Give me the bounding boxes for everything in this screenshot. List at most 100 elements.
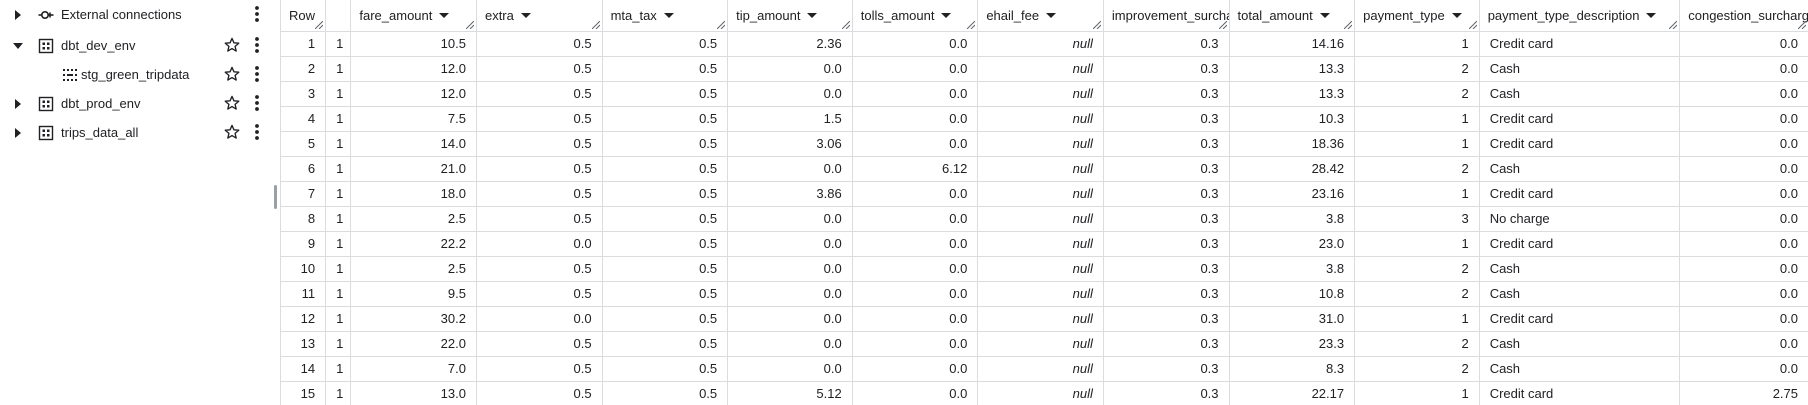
table-cell: 0.5	[602, 381, 729, 405]
column-resize-handle[interactable]	[315, 20, 324, 29]
tree-item-stg-green-tripdata[interactable]: stg_green_tripdata	[0, 60, 276, 89]
table-cell: 0.5	[602, 56, 729, 82]
tree-item-dbt-prod-env[interactable]: dbt_prod_env	[0, 89, 276, 118]
column-header-payment-type-description[interactable]: payment_type_description	[1479, 0, 1681, 32]
sort-dropdown-icon[interactable]	[520, 13, 531, 19]
panel-resize-handle[interactable]	[274, 185, 277, 209]
column-resize-handle[interactable]	[1092, 20, 1101, 29]
table-row[interactable]: 3 1 12.0 0.5 0.5 0.0 0.0 null 0.3 13.3 2 Cash 0.0	[281, 81, 1808, 107]
column-header-label: tolls_amount	[860, 8, 935, 24]
table-cell: 0.0	[727, 81, 853, 107]
table-cell: Cash	[1479, 81, 1681, 107]
column-resize-handle[interactable]	[1344, 20, 1353, 29]
table-row[interactable]: 1 1 10.5 0.5 0.5 2.36 0.0 null 0.3 14.16 1 Credit c…	[281, 31, 1808, 57]
column-header-congestion-surcharge[interactable]: congestion_surcharge	[1679, 0, 1808, 32]
column-header-label: fare_amount	[359, 8, 433, 24]
tree-item-label: trips_data_all	[61, 125, 139, 140]
column-header-label: improvement_surcharge	[1111, 8, 1228, 24]
more-options-icon[interactable]	[250, 36, 264, 54]
sort-dropdown-icon[interactable]	[439, 13, 450, 19]
column-resize-handle[interactable]	[841, 20, 850, 29]
star-icon[interactable]	[223, 36, 241, 54]
column-resize-handle[interactable]	[967, 20, 976, 29]
table-cell: 0.0	[476, 306, 603, 332]
column-header-row[interactable]: Row	[281, 0, 327, 32]
star-icon[interactable]	[223, 123, 241, 141]
column-resize-handle[interactable]	[1669, 20, 1678, 29]
column-header-tip-amount[interactable]: tip_amount	[727, 0, 853, 32]
column-resize-handle[interactable]	[1218, 20, 1227, 29]
table-row[interactable]: 4 1 7.5 0.5 0.5 1.5 0.0 null 0.3 10.3 1 Credit card…	[281, 106, 1808, 132]
column-header-fare-amount[interactable]: fare_amount	[350, 0, 477, 32]
table-row[interactable]: 2 1 12.0 0.5 0.5 0.0 0.0 null 0.3 13.3 2 Cash 0.0	[281, 56, 1808, 82]
table-cell: 28.42	[1229, 156, 1356, 182]
sort-dropdown-icon[interactable]	[807, 13, 818, 19]
sort-dropdown-icon[interactable]	[663, 13, 674, 19]
star-icon[interactable]	[223, 65, 241, 83]
column-header-ehail-fee[interactable]: ehail_fee	[977, 0, 1104, 32]
column-resize-handle[interactable]	[1468, 20, 1477, 29]
dataset-icon	[38, 125, 54, 141]
sort-dropdown-icon[interactable]	[1451, 13, 1462, 19]
table-cell: 30.2	[350, 306, 477, 332]
column-header-label: extra	[484, 8, 514, 24]
column-header-label: tip_amount	[736, 8, 801, 24]
results-table: Row fare_amount extra mta_tax tip_amount toll…	[281, 0, 1808, 405]
table-cell: 3.06	[727, 131, 853, 157]
sort-dropdown-icon[interactable]	[1046, 13, 1057, 19]
more-options-icon[interactable]	[250, 65, 264, 83]
table-row[interactable]: 9 1 22.2 0.0 0.5 0.0 0.0 null 0.3 23.0 1 Credit car…	[281, 231, 1808, 257]
table-row[interactable]: 12 1 30.2 0.0 0.5 0.0 0.0 null 0.3 31.0 1 Credit ca…	[281, 306, 1808, 332]
column-resize-handle[interactable]	[1798, 20, 1806, 29]
table-cell: 1	[1354, 106, 1480, 132]
column-header-improvement-surcharge[interactable]: improvement_surcharge	[1103, 0, 1230, 32]
tree-item-external-connections[interactable]: External connections	[0, 0, 276, 29]
table-cell: 18.0	[350, 181, 477, 207]
column-header-label: payment_type	[1363, 8, 1445, 24]
table-cell: 22.17	[1229, 381, 1356, 405]
column-resize-handle[interactable]	[465, 20, 474, 29]
table-row[interactable]: 6 1 21.0 0.5 0.5 0.0 6.12 null 0.3 28.42 2 Cash 0.0	[281, 156, 1808, 182]
caret-down-icon[interactable]	[11, 39, 25, 53]
row-number-cell: 15	[281, 381, 327, 405]
caret-right-icon[interactable]	[11, 97, 25, 111]
table-cell: 0.0	[727, 356, 853, 382]
sort-dropdown-icon[interactable]	[1319, 13, 1330, 19]
column-resize-handle[interactable]	[717, 20, 726, 29]
star-icon[interactable]	[223, 94, 241, 112]
tree-item-trips-data-all[interactable]: trips_data_all	[0, 118, 276, 147]
table-row[interactable]: 8 1 2.5 0.5 0.5 0.0 0.0 null 0.3 3.8 3 No charge 0.0	[281, 206, 1808, 232]
table-row[interactable]: 7 1 18.0 0.5 0.5 3.86 0.0 null 0.3 23.16 1 Credit c…	[281, 181, 1808, 207]
table-cell: 0.3	[1103, 231, 1230, 257]
table-cell: 0.5	[476, 181, 603, 207]
column-header-payment-type[interactable]: payment_type	[1354, 0, 1480, 32]
column-header-mta-tax[interactable]: mta_tax	[602, 0, 729, 32]
sort-dropdown-icon[interactable]	[1646, 13, 1657, 19]
table-cell: 0.0	[852, 106, 979, 132]
column-header-label: payment_type_description	[1487, 8, 1640, 24]
table-row[interactable]: 14 1 7.0 0.5 0.5 0.0 0.0 null 0.3 8.3 2 Cash 0.0	[281, 356, 1808, 382]
caret-right-icon[interactable]	[11, 8, 25, 22]
tree-item-dbt-dev-env[interactable]: dbt_dev_env	[0, 31, 276, 60]
table-row[interactable]: 11 1 9.5 0.5 0.5 0.0 0.0 null 0.3 10.8 2 Cash 0.0	[281, 281, 1808, 307]
more-options-icon[interactable]	[250, 123, 264, 141]
table-cell: 0.0	[1679, 331, 1808, 357]
column-resize-handle[interactable]	[591, 20, 600, 29]
table-row[interactable]: 5 1 14.0 0.5 0.5 3.06 0.0 null 0.3 18.36 1 Credit c…	[281, 131, 1808, 157]
dataset-icon	[38, 96, 54, 112]
column-header-tolls-amount[interactable]: tolls_amount	[852, 0, 979, 32]
table-row[interactable]: 13 1 22.0 0.5 0.5 0.0 0.0 null 0.3 23.3 2 Cash 0.0	[281, 331, 1808, 357]
column-header-total-amount[interactable]: total_amount	[1229, 0, 1356, 32]
table-row[interactable]: 10 1 2.5 0.5 0.5 0.0 0.0 null 0.3 3.8 2 Cash 0.0	[281, 256, 1808, 282]
table-cell: 3	[1354, 206, 1480, 232]
table-cell: 1	[325, 281, 352, 307]
table-cell: 0.0	[1679, 31, 1808, 57]
row-number-cell: 2	[281, 56, 327, 82]
table-cell: 0.0	[852, 31, 979, 57]
table-row[interactable]: 15 1 13.0 0.5 0.5 5.12 0.0 null 0.3 22.17 1 Credit …	[281, 381, 1808, 405]
caret-right-icon[interactable]	[11, 126, 25, 140]
more-options-icon[interactable]	[250, 94, 264, 112]
sort-dropdown-icon[interactable]	[941, 13, 952, 19]
column-header-extra[interactable]: extra	[476, 0, 603, 32]
more-options-icon[interactable]	[250, 5, 264, 23]
